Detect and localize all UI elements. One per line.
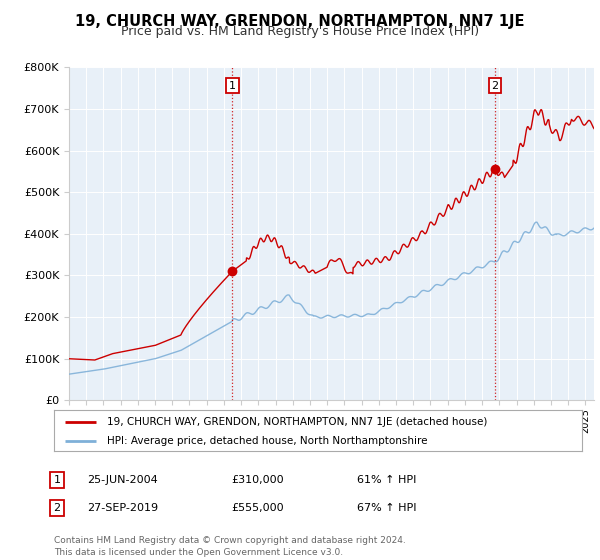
Text: HPI: Average price, detached house, North Northamptonshire: HPI: Average price, detached house, Nort… [107, 436, 427, 446]
Point [490, 165, 500, 174]
Text: 67% ↑ HPI: 67% ↑ HPI [357, 503, 416, 513]
Text: 1: 1 [229, 81, 236, 91]
Text: 27-SEP-2019: 27-SEP-2019 [87, 503, 158, 513]
Text: 19, CHURCH WAY, GRENDON, NORTHAMPTON, NN7 1JE: 19, CHURCH WAY, GRENDON, NORTHAMPTON, NN… [75, 14, 525, 29]
Text: 2: 2 [491, 81, 499, 91]
Text: 19, CHURCH WAY, GRENDON, NORTHAMPTON, NN7 1JE (detached house): 19, CHURCH WAY, GRENDON, NORTHAMPTON, NN… [107, 417, 487, 427]
Text: 25-JUN-2004: 25-JUN-2004 [87, 475, 158, 485]
Text: 61% ↑ HPI: 61% ↑ HPI [357, 475, 416, 485]
Text: Price paid vs. HM Land Registry's House Price Index (HPI): Price paid vs. HM Land Registry's House … [121, 25, 479, 38]
Text: Contains HM Land Registry data © Crown copyright and database right 2024.
This d: Contains HM Land Registry data © Crown c… [54, 536, 406, 557]
Text: 2: 2 [53, 503, 61, 513]
Text: 1: 1 [53, 475, 61, 485]
Point [227, 267, 237, 276]
Text: £555,000: £555,000 [231, 503, 284, 513]
Text: £310,000: £310,000 [231, 475, 284, 485]
